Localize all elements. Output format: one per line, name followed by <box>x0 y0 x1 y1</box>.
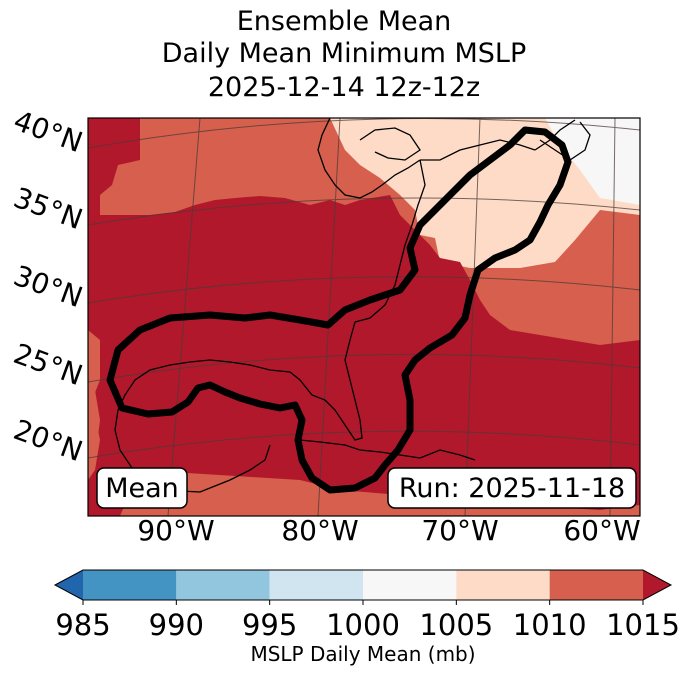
field-band-sw-edge <box>88 330 100 480</box>
colorbar-tick-label-1000: 1000 <box>326 608 400 642</box>
colorbar-label: MSLP Daily Mean (mb) <box>250 642 475 666</box>
colorbar-tick-label-995: 995 <box>242 608 297 642</box>
colorbar-tick-label-1015: 1015 <box>606 608 680 642</box>
colorbar-tick-label-990: 990 <box>149 608 204 642</box>
lon-label-70: 70°W <box>421 514 498 547</box>
colorbar-segment-990-995 <box>176 570 270 600</box>
chart-title-line-1: Ensemble Mean <box>236 6 452 37</box>
lat-label-25: 25°N <box>9 337 87 392</box>
colorbar-segment-995-1000 <box>269 570 363 600</box>
chart-title-line-2: Daily Mean Minimum MSLP <box>161 38 527 69</box>
lat-label-35: 35°N <box>9 181 87 236</box>
colorbar-tick-label-1005: 1005 <box>419 608 493 642</box>
map-area: Mean Run: 2025-11-18 <box>88 118 640 516</box>
lon-label-60: 60°W <box>563 514 640 547</box>
colorbar-tick-label-1010: 1010 <box>513 608 587 642</box>
colorbar-extend-under <box>55 570 83 600</box>
contour-outline <box>106 126 572 494</box>
lat-label-20: 20°N <box>9 413 87 468</box>
run-date-text: Run: 2025-11-18 <box>399 473 625 504</box>
map-frame <box>87 117 641 517</box>
colorbar-segment-1010-1015 <box>549 570 643 600</box>
field-band-1010-1015 <box>88 118 640 516</box>
colorbar-segment-985-990 <box>83 570 177 600</box>
field-band-995-1000 <box>545 118 640 205</box>
colorbar: 985 990 995 1000 1005 1010 1015 <box>53 569 680 642</box>
colorbar-segment-1000-1005 <box>363 570 457 600</box>
lat-label-40: 40°N <box>9 104 87 159</box>
mean-label-text: Mean <box>105 473 179 504</box>
colorbar-segment-1005-1010 <box>456 570 550 600</box>
run-date-box <box>387 467 637 509</box>
coastlines <box>114 118 591 493</box>
colorbar-tick-label-985: 985 <box>55 608 110 642</box>
graticule <box>88 118 640 516</box>
lon-label-80: 80°W <box>281 514 358 547</box>
chart-title-line-3: 2025-12-14 12z-12z <box>207 72 481 103</box>
lon-label-90: 90°W <box>137 514 214 547</box>
colorbar-extend-over <box>643 570 671 600</box>
mean-label-box <box>96 467 188 509</box>
lat-label-30: 30°N <box>9 259 87 314</box>
